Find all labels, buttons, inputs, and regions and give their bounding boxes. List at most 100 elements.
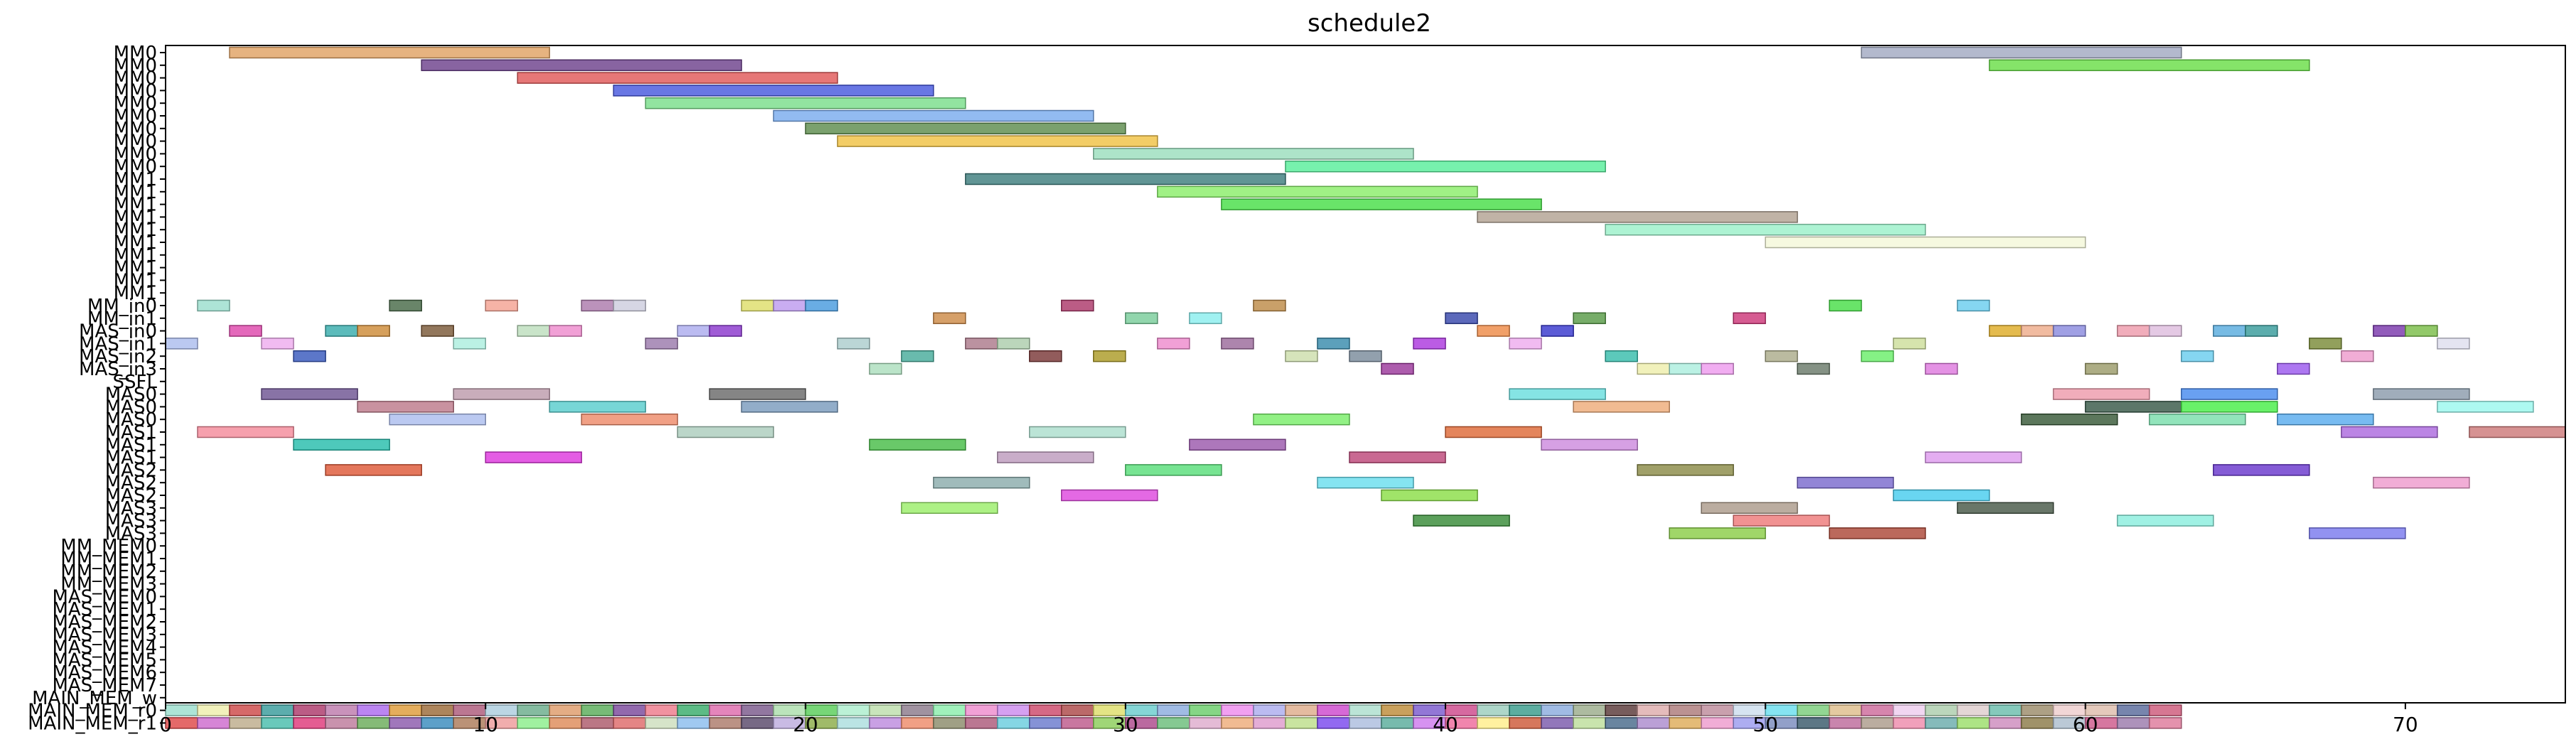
task-bar bbox=[1509, 704, 1542, 716]
task-bar bbox=[229, 325, 262, 337]
y-tick-label: MM1 bbox=[114, 169, 157, 190]
task-bar bbox=[1796, 476, 1895, 489]
task-bar bbox=[1605, 717, 1638, 729]
task-bar bbox=[1253, 413, 1350, 426]
y-tick-label: MM1 bbox=[114, 182, 157, 203]
task-bar bbox=[964, 704, 998, 716]
task-bar bbox=[293, 717, 326, 729]
task-bar bbox=[1828, 299, 1863, 312]
task-bar bbox=[293, 704, 326, 716]
y-axis: MM0MM0MM0MM0MM0MM0MM0MM0MM0MM0MM1MM1MM1M… bbox=[28, 43, 166, 734]
task-bar bbox=[1028, 717, 1062, 729]
task-bar bbox=[1860, 46, 2182, 59]
task-bar bbox=[2373, 388, 2470, 400]
task-bar bbox=[1541, 325, 1574, 337]
y-tick-label: MM0 bbox=[114, 68, 157, 90]
task-bar bbox=[2148, 413, 2246, 426]
y-tick-label: MAS_MEM3 bbox=[52, 625, 157, 646]
task-bar bbox=[1828, 704, 1863, 716]
y-tick-label: MM_in0 bbox=[87, 296, 157, 317]
task-bar bbox=[708, 388, 807, 400]
task-bar bbox=[2180, 388, 2278, 400]
task-bar bbox=[1413, 338, 1446, 350]
y-tick-label: MM1 bbox=[114, 232, 157, 254]
task-bar bbox=[1060, 489, 1158, 502]
task-bar bbox=[1349, 350, 1382, 362]
task-bar bbox=[389, 299, 422, 312]
task-bar bbox=[1285, 704, 1318, 716]
task-bar bbox=[2084, 401, 2182, 413]
task-bar bbox=[964, 717, 998, 729]
task-bar bbox=[357, 325, 390, 337]
task-bar bbox=[325, 325, 358, 337]
task-bar bbox=[517, 72, 839, 84]
task-bar bbox=[389, 413, 487, 426]
task-bar bbox=[1221, 717, 1254, 729]
task-bar bbox=[2212, 464, 2310, 476]
task-bar bbox=[836, 135, 1158, 147]
task-bar bbox=[1956, 502, 2054, 514]
y-tick-label: MM_in1 bbox=[87, 308, 157, 330]
task-bar bbox=[293, 438, 390, 451]
y-tick-label: MM0 bbox=[114, 106, 157, 127]
y-tick-label: MAS2 bbox=[105, 485, 157, 507]
task-bar bbox=[389, 704, 422, 716]
task-bar bbox=[996, 451, 1094, 463]
task-bar bbox=[1509, 388, 1606, 400]
task-bar bbox=[2277, 362, 2310, 375]
task-bar bbox=[932, 704, 966, 716]
task-bar bbox=[1732, 514, 1831, 527]
task-bar bbox=[932, 717, 966, 729]
task-bar bbox=[1637, 704, 1671, 716]
task-bar bbox=[421, 325, 454, 337]
task-bar bbox=[1605, 704, 1638, 716]
task-bar bbox=[645, 338, 679, 350]
task-bar bbox=[357, 401, 454, 413]
y-tick-label: MAS_in1 bbox=[79, 333, 157, 355]
y-tick-label: MAS3 bbox=[105, 498, 157, 519]
task-bar bbox=[2116, 704, 2150, 716]
task-bar bbox=[2084, 362, 2118, 375]
task-bar bbox=[677, 325, 711, 337]
y-tick-label: MAIN_MEM_w bbox=[32, 688, 157, 709]
task-bar bbox=[1285, 350, 1318, 362]
task-bar bbox=[1157, 704, 1190, 716]
task-bar bbox=[261, 388, 358, 400]
y-tick-label: MAS_in2 bbox=[79, 346, 157, 367]
task-bar bbox=[1860, 717, 1895, 729]
task-bar bbox=[2020, 717, 2054, 729]
y-tick-label: MAS_MEM2 bbox=[52, 612, 157, 633]
task-bar bbox=[197, 426, 294, 438]
task-bar bbox=[2020, 325, 2054, 337]
task-bar bbox=[1796, 362, 1831, 375]
task-bar bbox=[1605, 350, 1638, 362]
y-tick-label: MAIN_MEM_r0 bbox=[28, 701, 157, 722]
task-bar bbox=[1701, 362, 1735, 375]
task-bar bbox=[1637, 464, 1735, 476]
task-bar bbox=[1221, 198, 1542, 210]
y-tick-label: MM0 bbox=[114, 80, 157, 102]
task-bar bbox=[613, 717, 647, 729]
x-tick-label: 60 bbox=[2073, 713, 2098, 736]
task-bar bbox=[2052, 325, 2086, 337]
y-tick-label: MAS_MEM5 bbox=[52, 650, 157, 671]
task-bar bbox=[325, 464, 422, 476]
y-tick-label: MM0 bbox=[114, 131, 157, 153]
task-bar bbox=[1157, 185, 1478, 198]
task-bar bbox=[1189, 438, 1286, 451]
task-bar bbox=[1477, 325, 1510, 337]
task-bar bbox=[1189, 717, 1222, 729]
task-bar bbox=[581, 704, 615, 716]
task-bar bbox=[1701, 502, 1799, 514]
task-bar bbox=[1573, 312, 1606, 325]
x-tick-label: 10 bbox=[473, 713, 498, 736]
task-bar bbox=[868, 438, 966, 451]
task-bar bbox=[1189, 312, 1222, 325]
task-bar bbox=[900, 350, 934, 362]
task-bar bbox=[900, 502, 998, 514]
task-bar bbox=[1509, 338, 1542, 350]
y-tick-label: MAS2 bbox=[105, 473, 157, 494]
task-bar bbox=[1637, 717, 1671, 729]
task-bar bbox=[1253, 704, 1286, 716]
